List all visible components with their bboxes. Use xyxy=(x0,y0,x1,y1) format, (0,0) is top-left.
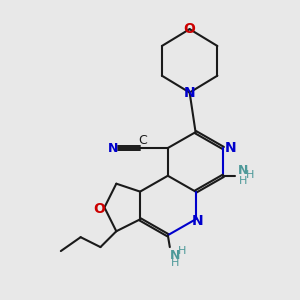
Text: N: N xyxy=(108,142,118,154)
Text: H: H xyxy=(246,170,254,180)
Text: H: H xyxy=(239,176,247,186)
Text: C: C xyxy=(139,134,147,147)
Text: O: O xyxy=(94,202,105,216)
Text: N: N xyxy=(224,141,236,155)
Text: O: O xyxy=(184,22,196,36)
Text: N: N xyxy=(192,214,203,228)
Text: H: H xyxy=(178,246,186,256)
Text: N: N xyxy=(184,85,195,100)
Text: N: N xyxy=(169,248,180,262)
Text: N: N xyxy=(238,164,248,177)
Text: H: H xyxy=(171,258,179,268)
